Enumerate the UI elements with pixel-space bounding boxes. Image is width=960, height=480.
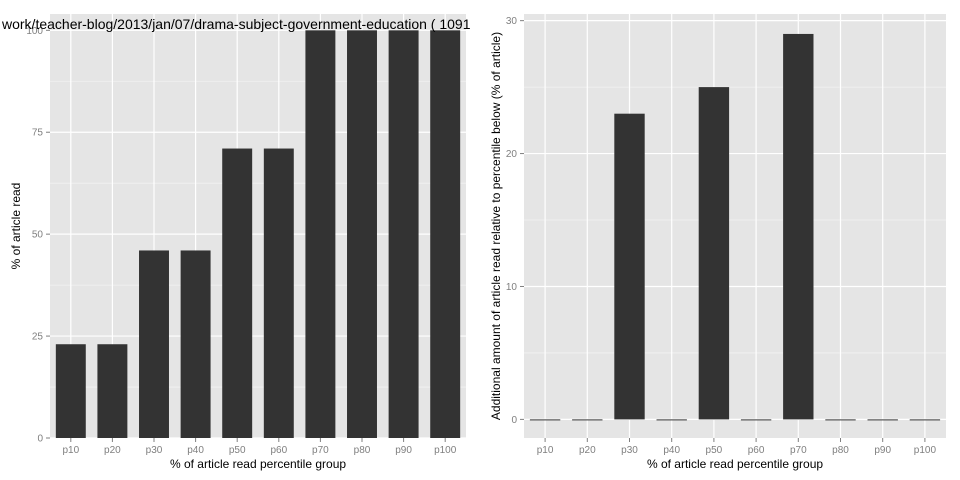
chart-right-x-tick-label: p50 xyxy=(706,445,723,456)
chart-right-x-tick-label: p70 xyxy=(790,445,807,456)
chart-right-x-tick-label: p80 xyxy=(832,445,849,456)
chart-right-bar-p70 xyxy=(783,33,814,420)
chart-right-x-tick-label: p40 xyxy=(663,445,680,456)
chart-left-x-tick-label: p60 xyxy=(270,445,287,456)
chart-left-bar-p100 xyxy=(430,30,461,439)
chart-left-x-tick-label: p90 xyxy=(395,445,412,456)
chart-left-x-tick-label: p100 xyxy=(434,445,457,456)
chart-left-x-axis-title: % of article read percentile group xyxy=(170,457,346,471)
chart-right-y-axis-title: Additional amount of article read relati… xyxy=(489,32,503,420)
chart-left-bar-p70 xyxy=(305,30,336,439)
chart-right-bars xyxy=(529,33,941,421)
chart-right-y-ticks: 0 10 20 30 xyxy=(506,16,524,426)
chart-left-y-tick-label: 100 xyxy=(26,26,43,37)
chart-right-bar-p50 xyxy=(698,87,730,420)
chart-right-x-tick-label: p60 xyxy=(748,445,765,456)
chart-right-x-tick-label: p20 xyxy=(579,445,596,456)
chart-left-bar-p40 xyxy=(180,250,211,438)
chart-right-x-ticks: p10 p20 p30 p40 p50 p60 p70 p80 p90 p100 xyxy=(537,438,937,456)
chart-right-bar-p30 xyxy=(614,113,645,420)
chart-right-bar-p100 xyxy=(909,419,941,421)
chart-right-y-tick-label: 0 xyxy=(511,415,517,426)
chart-left-x-tick-label: p40 xyxy=(187,445,204,456)
chart-left-y-tick-label: 25 xyxy=(32,332,44,343)
chart-left-y-tick-label: 75 xyxy=(32,128,44,139)
chart-right-x-tick-label: p90 xyxy=(874,445,891,456)
chart-left-bar-p50 xyxy=(222,148,253,439)
chart-left-y-ticks: 0 25 50 75 100 xyxy=(26,26,50,445)
chart-left-bar-p30 xyxy=(139,250,169,438)
chart-left-x-tick-label: p20 xyxy=(104,445,121,456)
chart-left-y-tick-label: 0 xyxy=(37,434,43,445)
chart-left-title: work/teacher-blog/2013/jan/07/drama-subj… xyxy=(1,16,471,32)
chart-right-y-tick-label: 20 xyxy=(506,149,518,160)
chart-right-bar-p90 xyxy=(867,419,898,421)
chart-right-y-tick-label: 10 xyxy=(506,282,518,293)
chart-left-x-tick-label: p70 xyxy=(312,445,329,456)
chart-left-bar-p90 xyxy=(388,30,419,439)
chart-right-bar-p10 xyxy=(529,419,561,421)
chart-right-y-tick-label: 30 xyxy=(506,16,518,27)
chart-right-bar-p60 xyxy=(740,419,772,421)
chart-right-x-tick-label: p10 xyxy=(537,445,554,456)
chart-right-x-tick-label: p100 xyxy=(914,445,937,456)
chart-left-x-tick-label: p80 xyxy=(354,445,371,456)
chart-left-x-tick-label: p50 xyxy=(229,445,246,456)
chart-left-y-axis-title: % of article read xyxy=(9,183,23,270)
chart-right-bar-p80 xyxy=(825,419,856,421)
chart-left-bar-p10 xyxy=(55,344,86,438)
chart-left-y-tick-label: 50 xyxy=(32,230,44,241)
chart-right-panel xyxy=(524,14,946,438)
chart-left-x-tick-label: p30 xyxy=(146,445,163,456)
chart-left-x-tick-label: p10 xyxy=(62,445,79,456)
chart-right-bar-p40 xyxy=(656,419,687,421)
chart-right-x-tick-label: p30 xyxy=(621,445,638,456)
chart-left-bars xyxy=(55,30,461,439)
chart-left-x-ticks: p10 p20 p30 p40 p50 p60 p70 p80 p90 p100 xyxy=(62,438,457,456)
chart-right-bar-p20 xyxy=(572,419,603,421)
chart-left-bar-p20 xyxy=(97,344,128,438)
chart-left-bar-p80 xyxy=(347,30,377,439)
chart-right-x-axis-title: % of article read percentile group xyxy=(647,457,823,471)
chart-left-bar-p60 xyxy=(263,148,294,439)
